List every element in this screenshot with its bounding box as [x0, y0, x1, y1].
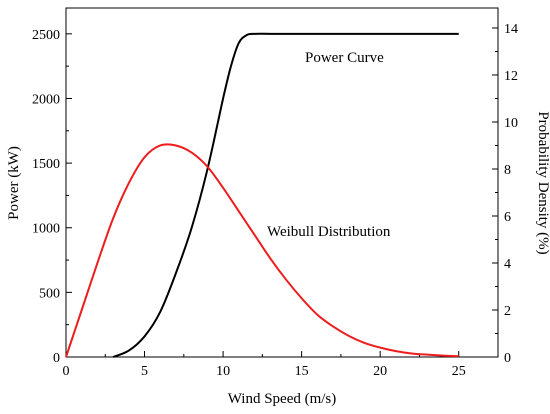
y-right-tick-label: 4: [504, 257, 511, 272]
y-left-tick-label: 500: [39, 286, 60, 301]
y-right-tick-label: 0: [504, 351, 511, 366]
weibull-annotation: Weibull Distribution: [267, 224, 391, 240]
x-tick-label: 15: [295, 364, 309, 379]
x-axis-label: Wind Speed (m/s): [228, 391, 337, 407]
y-axis-left-label: Power (kW): [6, 146, 22, 220]
x-tick-label: 0: [63, 364, 70, 379]
y-axis-right-label: Probability Density (%): [535, 111, 550, 254]
y-left-tick-label: 0: [53, 351, 60, 366]
y-right-tick-label: 10: [504, 116, 518, 131]
y-right-tick-label: 8: [504, 163, 511, 178]
plot-frame: [65, 7, 499, 358]
y-right-tick-label: 14: [504, 22, 518, 37]
series-layer: [65, 32, 459, 358]
y-left-tick-label: 1000: [32, 222, 60, 237]
y-left-tick-label: 1500: [32, 157, 60, 172]
y-right-tick-label: 12: [504, 69, 518, 84]
x-tick-label: 25: [452, 364, 466, 379]
y-right-tick-label: 2: [504, 304, 511, 319]
weibull-distribution-line: [65, 143, 459, 358]
y-left-tick-label: 2000: [32, 92, 60, 107]
power-curve-line: [112, 32, 459, 358]
power-curve-annotation: Power Curve: [305, 50, 384, 66]
ticks-layer: 0 5 10 15 20 25 0 500 1000 1500 2000 2500 0 2 4 6 8 10 12 1…: [32, 22, 518, 379]
x-tick-label: 10: [216, 364, 230, 379]
x-tick-label: 5: [141, 364, 148, 379]
x-tick-label: 20: [373, 364, 387, 379]
y-left-tick-label: 2500: [32, 28, 60, 43]
y-right-tick-label: 6: [504, 210, 511, 225]
